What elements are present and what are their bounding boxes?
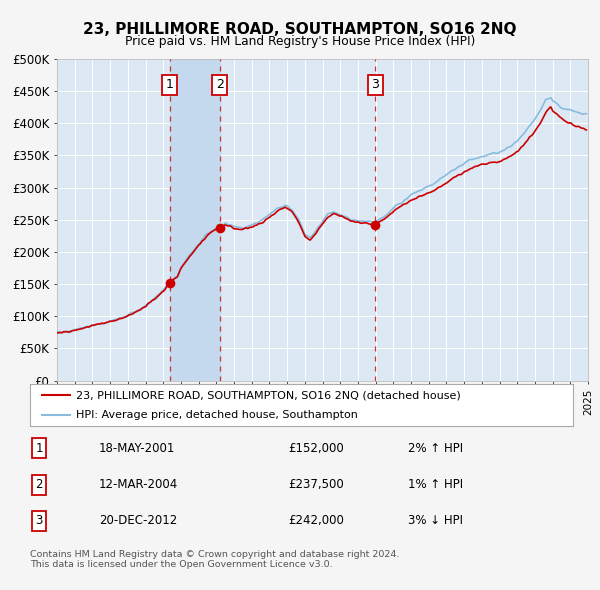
Text: 23, PHILLIMORE ROAD, SOUTHAMPTON, SO16 2NQ: 23, PHILLIMORE ROAD, SOUTHAMPTON, SO16 2… — [83, 22, 517, 37]
Text: Contains HM Land Registry data © Crown copyright and database right 2024.
This d: Contains HM Land Registry data © Crown c… — [30, 550, 400, 569]
Text: 2: 2 — [35, 478, 43, 491]
Text: 3% ↓ HPI: 3% ↓ HPI — [408, 514, 463, 527]
Text: 3: 3 — [35, 514, 43, 527]
Text: £237,500: £237,500 — [288, 478, 344, 491]
Text: Price paid vs. HM Land Registry's House Price Index (HPI): Price paid vs. HM Land Registry's House … — [125, 35, 475, 48]
Text: 18-MAY-2001: 18-MAY-2001 — [99, 442, 175, 455]
Text: 1: 1 — [166, 78, 173, 91]
Text: 2: 2 — [216, 78, 224, 91]
Text: HPI: Average price, detached house, Southampton: HPI: Average price, detached house, Sout… — [76, 411, 358, 420]
Text: £242,000: £242,000 — [288, 514, 344, 527]
Text: 3: 3 — [371, 78, 379, 91]
Text: 23, PHILLIMORE ROAD, SOUTHAMPTON, SO16 2NQ (detached house): 23, PHILLIMORE ROAD, SOUTHAMPTON, SO16 2… — [76, 391, 461, 401]
Text: £152,000: £152,000 — [288, 442, 344, 455]
Text: 2% ↑ HPI: 2% ↑ HPI — [408, 442, 463, 455]
Text: 12-MAR-2004: 12-MAR-2004 — [99, 478, 178, 491]
Text: 1: 1 — [35, 442, 43, 455]
Text: 20-DEC-2012: 20-DEC-2012 — [99, 514, 177, 527]
Bar — [170, 59, 220, 381]
Text: 1% ↑ HPI: 1% ↑ HPI — [408, 478, 463, 491]
